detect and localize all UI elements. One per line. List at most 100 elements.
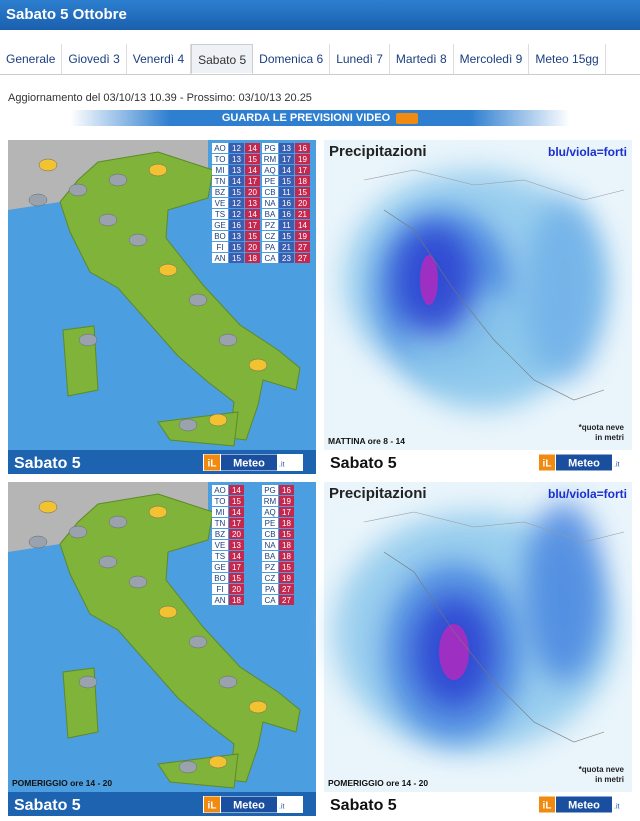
max-cell [229, 573, 244, 583]
max-temp: 27 [298, 243, 307, 252]
max-temp: 20 [248, 243, 257, 252]
city-label: AN [214, 596, 225, 605]
tab[interactable]: Sabato 5 [191, 44, 254, 74]
max-cell [279, 551, 294, 561]
city-label: RM [264, 497, 277, 506]
tab[interactable]: Mercoledì 9 [454, 44, 530, 74]
min-cell [229, 143, 244, 153]
tab[interactable]: Domenica 6 [253, 44, 331, 74]
city-label: BA [265, 210, 276, 219]
max-cell [229, 529, 244, 539]
min-temp: 13 [282, 144, 291, 153]
city-label: BZ [215, 188, 225, 197]
max-temp: 18 [248, 254, 257, 263]
snow-note: *quota neve [579, 423, 625, 432]
city-label: GE [214, 221, 226, 230]
min-temp: 13 [232, 232, 241, 241]
city-cell [262, 231, 278, 241]
max-cell [295, 209, 310, 219]
min-temp: 15 [282, 232, 291, 241]
min-cell [279, 143, 294, 153]
max-temp: 18 [282, 519, 291, 528]
precip-legend: blu/viola=forti [548, 487, 627, 501]
tab[interactable]: Meteo 15gg [529, 44, 606, 74]
min-temp: 12 [232, 210, 241, 219]
max-cell [245, 242, 260, 252]
city-label: AQ [264, 508, 276, 517]
city-cell [212, 518, 228, 528]
max-cell [229, 584, 244, 594]
max-cell [295, 198, 310, 208]
city-label: MI [216, 166, 225, 175]
logo-box [539, 796, 555, 813]
min-temp: 11 [282, 188, 291, 197]
weather-icon [218, 675, 238, 689]
city-label: TO [215, 155, 226, 164]
min-cell [229, 231, 244, 241]
weather-icon [188, 293, 208, 307]
city-label: TS [215, 552, 225, 561]
city-label: CA [264, 596, 276, 605]
max-temp: 19 [298, 232, 307, 241]
city-cell [262, 154, 278, 164]
max-cell [245, 198, 260, 208]
min-temp: 15 [232, 188, 241, 197]
weather-icon [78, 333, 98, 347]
city-cell [212, 573, 228, 583]
city-label: FI [216, 585, 223, 594]
tab[interactable]: Lunedì 7 [330, 44, 390, 74]
max-temp: 27 [282, 596, 291, 605]
logo-it: .it [279, 804, 285, 811]
min-temp: 16 [232, 221, 241, 230]
weather-icon [158, 605, 178, 619]
min-cell [279, 165, 294, 175]
weather-icon [38, 158, 58, 172]
period: POMERIGGIO ore 14 - 20 [328, 778, 428, 788]
min-temp: 16 [282, 199, 291, 208]
period: POMERIGGIO ore 14 - 20 [12, 778, 112, 788]
min-cell [279, 220, 294, 230]
land-north [8, 140, 208, 210]
min-cell [229, 154, 244, 164]
min-cell [279, 231, 294, 241]
min-temp: 13 [232, 155, 241, 164]
city-label: CB [264, 530, 275, 539]
city-cell [212, 198, 228, 208]
max-temp: 14 [248, 166, 257, 175]
tab[interactable]: Venerdì 4 [127, 44, 192, 74]
max-temp: 15 [248, 155, 257, 164]
logo-name-box [221, 454, 277, 471]
max-temp: 16 [298, 144, 307, 153]
city-label: AO [214, 144, 226, 153]
weather-icon [38, 500, 58, 514]
weather-icon [148, 505, 168, 519]
city-cell [262, 573, 278, 583]
city-cell [262, 242, 278, 252]
tab[interactable]: Giovedì 3 [62, 44, 127, 74]
precip-map: Precipitazioni blu/viola=forti MATTINA ore… [324, 140, 632, 474]
max-cell [295, 187, 310, 197]
video-button[interactable]: GUARDA LE PREVISIONI VIDEO [70, 110, 570, 126]
weather-icon [68, 525, 88, 539]
logo-name: Meteo [568, 458, 600, 470]
coast-line [383, 551, 605, 743]
city-label: CA [264, 254, 276, 263]
tab[interactable]: Martedì 8 [390, 44, 454, 74]
city-cell [212, 253, 228, 263]
tab[interactable]: Generale [0, 44, 63, 74]
day-label: Sabato 5 [14, 455, 81, 472]
logo-il: iL [208, 459, 217, 470]
max-cell [229, 507, 244, 517]
max-temp: 14 [298, 221, 307, 230]
max-cell [295, 154, 310, 164]
min-temp: 12 [232, 199, 241, 208]
city-cell [212, 529, 228, 539]
max-cell [245, 209, 260, 219]
city-label: AQ [264, 166, 276, 175]
forecast-panel: AO 14 TO 15 MI 14 TN 17 BZ 20 VE 13 TS 14 GE 17 BO 15 FI 20… [8, 482, 632, 816]
logo-name-box [221, 796, 277, 813]
logo-box [204, 454, 220, 471]
max-cell [229, 562, 244, 572]
max-temp: 14 [232, 486, 241, 495]
city-label: PA [265, 243, 276, 252]
